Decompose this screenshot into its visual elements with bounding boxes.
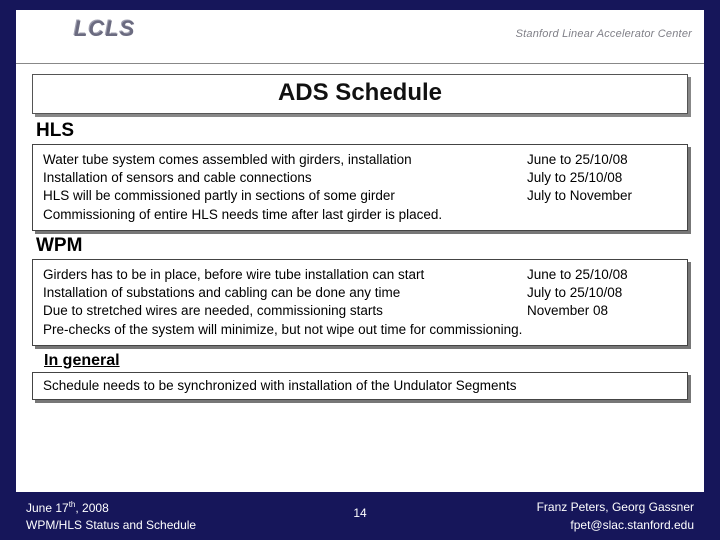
footer-email: fpet@slac.stanford.edu xyxy=(570,518,694,532)
wpm-row-left: Pre-checks of the system will minimize, … xyxy=(43,321,527,339)
footer-authors: Franz Peters, Georg Gassner xyxy=(537,500,694,514)
wpm-row: Girders has to be in place, before wire … xyxy=(43,266,677,284)
wpm-row-left: Girders has to be in place, before wire … xyxy=(43,266,527,284)
hls-row-left: Commissioning of entire HLS needs time a… xyxy=(43,206,527,224)
hls-row-left: HLS will be commissioned partly in secti… xyxy=(43,187,527,205)
wpm-row: Installation of substations and cabling … xyxy=(43,284,677,302)
title-box: ADS Schedule xyxy=(32,74,688,114)
center-name: Stanford Linear Accelerator Center xyxy=(516,28,692,40)
footer-date-suffix: , 2008 xyxy=(75,501,108,515)
footer-subtitle: WPM/HLS Status and Schedule xyxy=(26,518,196,532)
hls-row-right: June to 25/10/08 xyxy=(527,151,677,169)
hls-row: Water tube system comes assembled with g… xyxy=(43,151,677,169)
footer-date-prefix: June 17 xyxy=(26,501,69,515)
wpm-row-right: June to 25/10/08 xyxy=(527,266,677,284)
hls-box: Water tube system comes assembled with g… xyxy=(32,144,688,231)
hls-row: Commissioning of entire HLS needs time a… xyxy=(43,206,677,224)
section-label-hls: HLS xyxy=(36,120,704,142)
section-label-general: In general xyxy=(44,352,704,370)
section-label-wpm: WPM xyxy=(36,235,704,257)
wpm-row-right: July to 25/10/08 xyxy=(527,284,677,302)
wpm-box: Girders has to be in place, before wire … xyxy=(32,259,688,346)
footer-page-number: 14 xyxy=(353,506,366,520)
slide-background: LCLS Stanford Linear Accelerator Center … xyxy=(0,0,720,540)
wpm-row-right: November 08 xyxy=(527,302,677,320)
general-text: Schedule needs to be synchronized with i… xyxy=(43,378,517,393)
header-bar: LCLS Stanford Linear Accelerator Center xyxy=(16,10,704,64)
hls-row-left: Water tube system comes assembled with g… xyxy=(43,151,527,169)
hls-row: HLS will be commissioned partly in secti… xyxy=(43,187,677,205)
footer: June 17th, 2008 WPM/HLS Status and Sched… xyxy=(16,492,704,540)
hls-row: Installation of sensors and cable connec… xyxy=(43,169,677,187)
hls-row-left: Installation of sensors and cable connec… xyxy=(43,169,527,187)
lcls-logo: LCLS xyxy=(74,16,135,42)
page-title: ADS Schedule xyxy=(33,79,687,107)
wpm-row-right xyxy=(527,321,677,339)
slide-content: LCLS Stanford Linear Accelerator Center … xyxy=(16,10,704,492)
wpm-row-left: Installation of substations and cabling … xyxy=(43,284,527,302)
wpm-row: Due to stretched wires are needed, commi… xyxy=(43,302,677,320)
hls-row-right xyxy=(527,206,677,224)
wpm-row: Pre-checks of the system will minimize, … xyxy=(43,321,677,339)
footer-date: June 17th, 2008 xyxy=(26,500,109,515)
hls-row-right: July to 25/10/08 xyxy=(527,169,677,187)
wpm-row-left: Due to stretched wires are needed, commi… xyxy=(43,302,527,320)
general-box: Schedule needs to be synchronized with i… xyxy=(32,372,688,400)
hls-row-right: July to November xyxy=(527,187,677,205)
